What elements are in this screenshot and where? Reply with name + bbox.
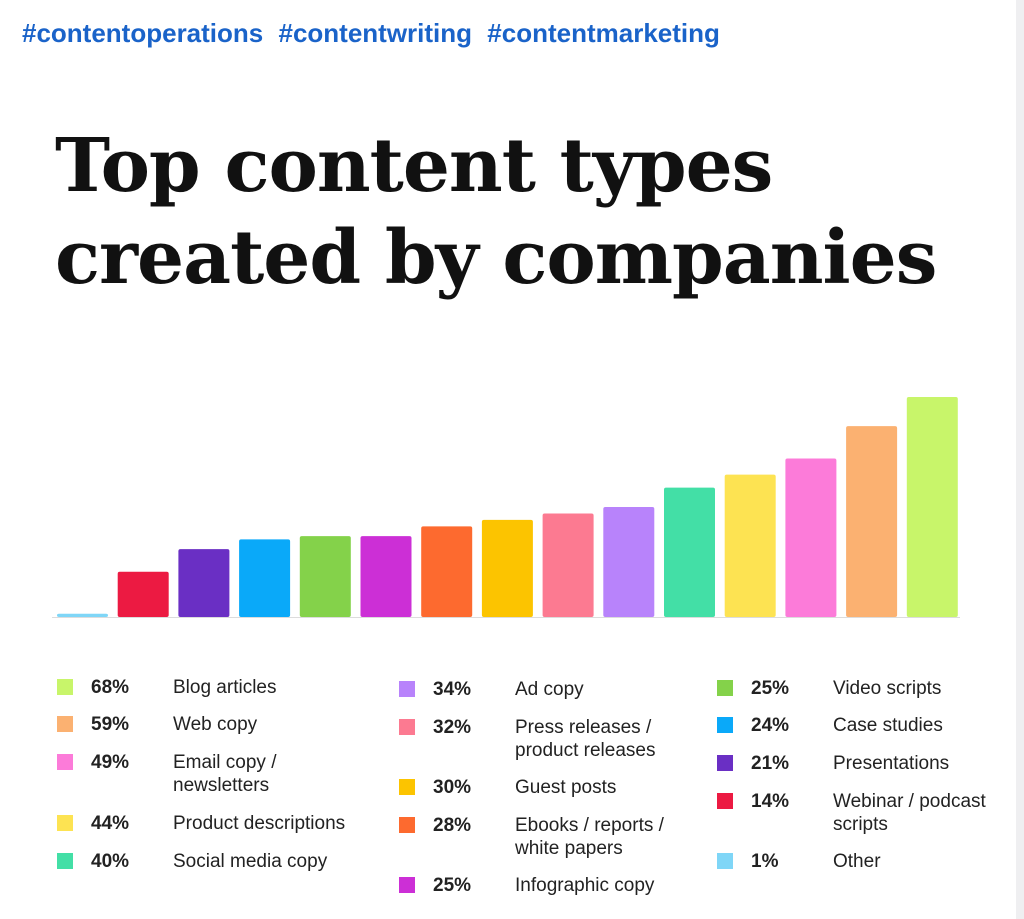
legend-item-video-scripts: 25% Video scripts [717,677,941,700]
legend-swatch-case-studies [717,717,733,733]
legend-swatch-video-scripts [717,680,733,696]
legend-item-press-releases-product-releases: 32% Press releases / product releases [399,716,705,762]
bar-email-copy-newsletters [785,458,837,617]
legend-label-press-releases-product-releases: Press releases / product releases [515,717,656,761]
hashtags: #contentoperations #contentwriting #cont… [22,18,728,49]
bar-social-media-copy [664,487,715,617]
legend-swatch-product-descriptions [57,815,73,831]
bar-guest-posts [481,519,533,617]
legend-value-case-studies: 24% [751,715,790,736]
legend-swatch-social-media-copy [57,853,73,869]
legend-value-ad-copy: 34% [433,679,472,700]
legend-value-other: 1% [751,851,779,872]
legend-swatch-ad-copy [399,681,415,697]
legend-item-infographic-copy: 25% Infographic copy [399,874,654,897]
legend-swatch-infographic-copy [399,877,415,893]
legend-item-case-studies: 24% Case studies [717,714,943,737]
bar-other [57,613,108,617]
legend-label-case-studies: Case studies [833,715,943,736]
legend-swatch-email-copy-newsletters [57,754,73,770]
hashtag-contentoperations[interactable]: #contentoperations [22,18,264,48]
legend-label-infographic-copy: Infographic copy [515,875,655,896]
bar-web-copy [846,426,898,617]
legend-label-webinar-podcast-scripts: Webinar / podcast scripts [833,791,986,835]
legend-item-product-descriptions: 44% Product descriptions [57,812,345,835]
legend-swatch-webinar-podcast-scripts [717,793,733,809]
bar-product-descriptions [724,474,776,617]
legend-label-product-descriptions: Product descriptions [173,813,346,834]
bar-blog-articles [906,397,958,617]
legend-label-web-copy: Web copy [173,714,258,735]
legend-item-social-media-copy: 40% Social media copy [57,850,327,873]
legend-label-ad-copy: Ad copy [515,679,584,700]
legend-item-web-copy: 59% Web copy [57,713,257,736]
legend-swatch-presentations [717,755,733,771]
bar-case-studies [239,539,291,617]
legend-item-guest-posts: 30% Guest posts [399,776,616,799]
bar-infographic-copy [360,536,412,617]
legend-swatch-other [717,853,733,869]
legend-value-product-descriptions: 44% [91,813,130,834]
chart-title: Top content types created by companies [55,120,937,304]
legend-swatch-web-copy [57,716,73,732]
legend-label-guest-posts: Guest posts [515,777,617,798]
legend-label-ebooks-reports-white-papers: Ebooks / reports / white papers [515,815,664,859]
bar-video-scripts [299,536,351,617]
legend-label-presentations: Presentations [833,753,950,774]
chart-title-line-2: created by companies [55,215,937,301]
legend-value-web-copy: 59% [91,714,130,735]
legend-swatch-blog-articles [57,679,73,695]
legend-value-press-releases-product-releases: 32% [433,717,472,738]
legend-value-ebooks-reports-white-papers: 28% [433,815,472,836]
legend-item-email-copy-newsletters: 49% Email copy / newsletters [57,751,363,797]
legend-value-social-media-copy: 40% [91,851,130,872]
legend-value-video-scripts: 25% [751,678,790,699]
legend-item-presentations: 21% Presentations [717,752,949,775]
legend-swatch-ebooks-reports-white-papers [399,817,415,833]
legend-value-blog-articles: 68% [91,677,130,698]
hashtag-contentwriting[interactable]: #contentwriting [278,18,473,48]
legend-item-webinar-podcast-scripts: 14% Webinar / podcast scripts [717,790,1023,836]
hashtag-contentmarketing[interactable]: #contentmarketing [487,18,720,48]
legend-swatch-press-releases-product-releases [399,719,415,735]
legend-value-guest-posts: 30% [433,777,472,798]
legend-label-video-scripts: Video scripts [833,678,942,699]
bar-webinar-podcast-scripts [117,571,169,617]
legend-item-ad-copy: 34% Ad copy [399,678,584,701]
bar-presentations [178,549,230,617]
legend-label-email-copy-newsletters: Email copy / newsletters [173,752,277,796]
bar-ad-copy [603,507,655,617]
chart-title-line-1: Top content types [55,123,773,209]
legend-value-email-copy-newsletters: 49% [91,752,130,773]
legend-swatch-guest-posts [399,779,415,795]
scroll-edge [1016,0,1024,919]
legend-value-infographic-copy: 25% [433,875,472,896]
legend-label-other: Other [833,851,881,872]
legend-value-webinar-podcast-scripts: 14% [751,791,790,812]
legend-item-ebooks-reports-white-papers: 28% Ebooks / reports / white papers [399,814,705,860]
legend-value-presentations: 21% [751,753,790,774]
legend-item-other: 1% Other [717,850,881,873]
bar-ebooks-reports-white-papers [421,526,473,617]
bar-press-releases-product-releases [542,513,594,617]
legend-item-blog-articles: 68% Blog articles [57,676,277,699]
legend-label-blog-articles: Blog articles [173,677,277,698]
legend-label-social-media-copy: Social media copy [173,851,328,872]
